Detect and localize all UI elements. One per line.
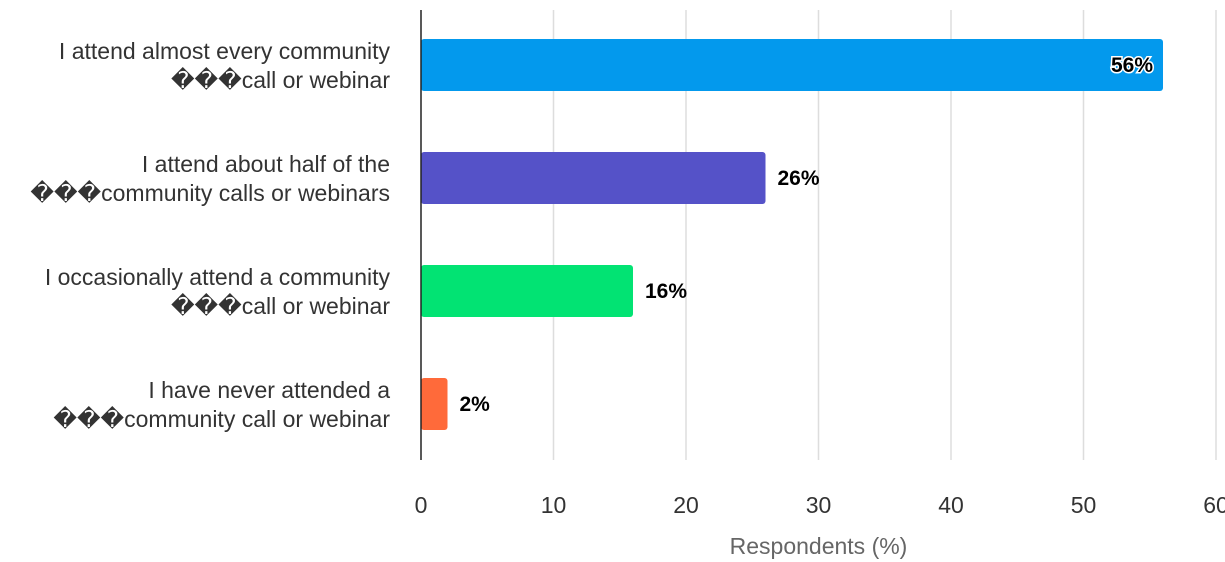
- x-tick-label: 0: [415, 492, 428, 518]
- x-tick-label: 50: [1071, 492, 1097, 518]
- data-label: 26%: [778, 167, 820, 190]
- bars: 56% 26% 16% 2%: [421, 39, 1163, 430]
- bar: [421, 265, 633, 317]
- x-tick-label: 30: [806, 492, 832, 518]
- x-tick-label: 60: [1203, 492, 1225, 518]
- data-label: 2%: [460, 393, 491, 416]
- category-label: I attend almost every community ���call o…: [59, 38, 391, 93]
- bar: [421, 39, 1163, 91]
- category-label-line: ���community call or webinar: [53, 406, 390, 432]
- x-tick-label: 20: [673, 492, 699, 518]
- category-label: I have never attended a ���community call…: [53, 377, 390, 432]
- x-tick-label: 10: [541, 492, 567, 518]
- category-label-line: I have never attended a: [148, 377, 390, 403]
- bar: [421, 152, 766, 204]
- category-label-line: ���community calls or webinars: [30, 180, 390, 206]
- x-tick-labels: 0 10 20 30 40 50 60: [415, 492, 1225, 518]
- x-tick-label: 40: [938, 492, 964, 518]
- data-label: 56%: [1111, 54, 1153, 77]
- x-axis-title: Respondents (%): [730, 533, 908, 559]
- category-label-line: I attend about half of the: [142, 151, 390, 177]
- category-label-line: I occasionally attend a community: [45, 264, 391, 290]
- category-label: I occasionally attend a community ���call…: [45, 264, 391, 319]
- data-label: 16%: [645, 280, 687, 303]
- category-label-line: ���call or webinar: [171, 293, 390, 319]
- category-label: I attend about half of the ���community c…: [30, 151, 390, 206]
- category-label-line: I attend almost every community: [59, 38, 391, 64]
- bar: [421, 378, 448, 430]
- category-labels: I attend almost every community ���call o…: [30, 38, 390, 432]
- category-label-line: ���call or webinar: [171, 67, 390, 93]
